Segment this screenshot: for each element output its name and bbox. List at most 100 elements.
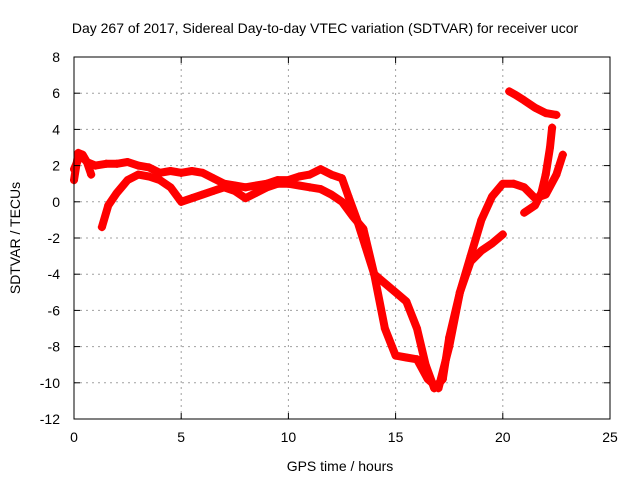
data-point [102, 159, 111, 168]
data-point [209, 186, 218, 195]
x-tick-label: 25 [602, 429, 618, 445]
data-point [423, 375, 432, 384]
data-point [252, 188, 261, 197]
data-point [155, 168, 164, 177]
y-tick-label: -6 [48, 302, 61, 318]
data-point [78, 150, 87, 159]
data-point [541, 170, 550, 179]
data-point [488, 239, 497, 248]
x-tick-label: 5 [177, 429, 185, 445]
x-tick-label: 10 [281, 429, 297, 445]
data-point [209, 174, 218, 183]
data-point [477, 246, 486, 255]
data-point [316, 165, 325, 174]
y-tick-label: -2 [48, 230, 61, 246]
data-point [305, 170, 314, 179]
data-point [230, 186, 239, 195]
data-point [241, 183, 250, 192]
data-point [166, 183, 175, 192]
data-point [82, 157, 91, 166]
data-point [344, 192, 353, 201]
data-point [552, 170, 561, 179]
data-point [112, 159, 121, 168]
data-point [327, 170, 336, 179]
data-point [548, 123, 557, 132]
y-tick-label: -4 [48, 266, 61, 282]
data-point [74, 148, 83, 157]
series-group [70, 87, 567, 393]
data-point [166, 167, 175, 176]
chart-title: Day 267 of 2017, Sidereal Day-to-day VTE… [72, 20, 579, 36]
data-point [123, 157, 132, 166]
data-point [520, 183, 529, 192]
data-point [91, 161, 100, 170]
data-point [262, 183, 271, 192]
data-point [402, 297, 411, 306]
data-point [252, 181, 261, 190]
data-point [537, 188, 546, 197]
data-point [241, 194, 250, 203]
data-point [220, 183, 229, 192]
y-tick-label: 4 [52, 121, 60, 137]
data-point [370, 270, 379, 279]
data-point [295, 181, 304, 190]
data-point [112, 188, 121, 197]
data-point [530, 103, 539, 112]
data-point [402, 353, 411, 362]
data-point [295, 172, 304, 181]
data-point [198, 168, 207, 177]
data-point [413, 355, 422, 364]
data-point [380, 324, 389, 333]
data-point [123, 176, 132, 185]
data-point [177, 197, 186, 206]
data-point [498, 230, 507, 239]
data-point [391, 288, 400, 297]
data-point [87, 170, 96, 179]
x-tick-label: 20 [495, 429, 511, 445]
data-point [305, 183, 314, 192]
data-point [380, 279, 389, 288]
x-tick-label: 15 [388, 429, 404, 445]
data-point [97, 223, 106, 232]
data-point [134, 170, 143, 179]
y-tick-label: 6 [52, 85, 60, 101]
y-tick-label: -8 [48, 339, 61, 355]
ticks: 0 5 10 15 20 25 -12 -10 -8 -6 -4 -2 0 2 4 6 8 [40, 49, 618, 445]
data-point [198, 190, 207, 199]
data-point [284, 179, 293, 188]
series-rise-right [520, 123, 557, 217]
data-point [552, 110, 561, 119]
grid [74, 57, 610, 419]
data-point [530, 201, 539, 210]
data-point [338, 197, 346, 206]
data-point [558, 150, 567, 159]
data-point [498, 179, 507, 188]
data-point [445, 342, 454, 351]
data-point [155, 176, 164, 185]
x-axis-label: GPS time / hours [287, 458, 394, 474]
data-point [359, 224, 368, 233]
y-tick-label: 2 [52, 158, 60, 174]
data-point [391, 351, 400, 360]
data-point [338, 174, 346, 183]
data-point [104, 201, 113, 210]
data-point [455, 288, 464, 297]
data-point [187, 167, 196, 176]
data-point [177, 168, 186, 177]
data-point [348, 212, 357, 221]
data-point [505, 87, 514, 96]
y-axis-label: SDTVAR / TECUs [7, 182, 23, 294]
data-point [488, 192, 497, 201]
y-tick-label: -10 [40, 375, 60, 391]
data-point [134, 161, 143, 170]
data-point [520, 208, 529, 217]
series-lower [97, 170, 507, 393]
y-tick-label: 0 [52, 194, 60, 210]
data-point [466, 257, 475, 266]
y-tick-label: -12 [40, 411, 60, 427]
data-point [509, 179, 518, 188]
y-tick-label: 8 [52, 49, 60, 65]
data-point [545, 143, 554, 152]
plot-frame [73, 56, 611, 420]
